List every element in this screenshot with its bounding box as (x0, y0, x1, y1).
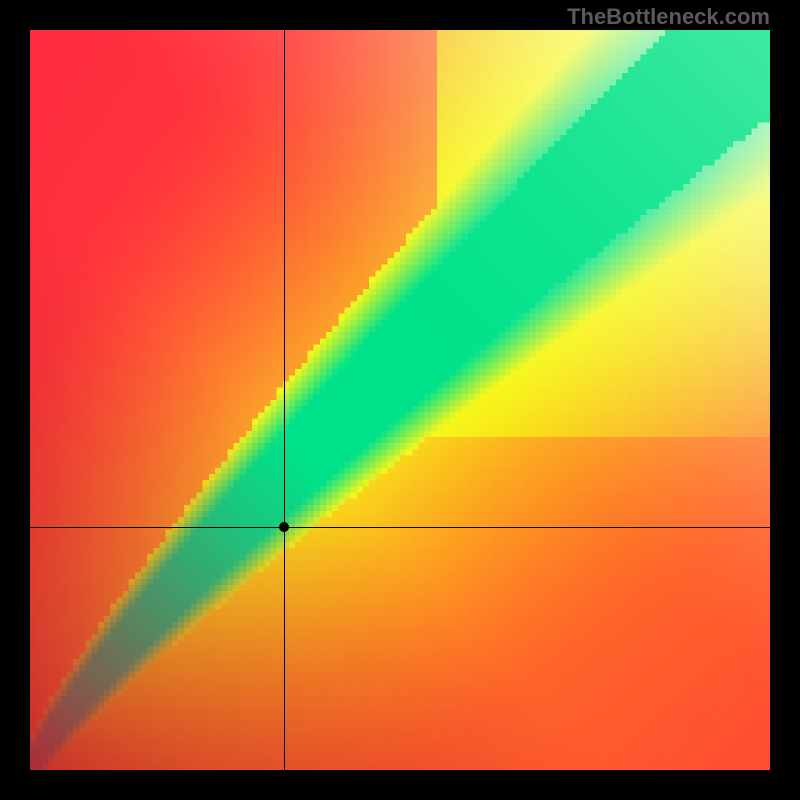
crosshair-vertical (284, 30, 285, 770)
heatmap-plot (30, 30, 770, 770)
heatmap-canvas (30, 30, 770, 770)
chart-container: TheBottleneck.com (0, 0, 800, 800)
selected-point-marker (279, 522, 289, 532)
source-watermark: TheBottleneck.com (567, 4, 770, 30)
crosshair-horizontal (30, 527, 770, 528)
